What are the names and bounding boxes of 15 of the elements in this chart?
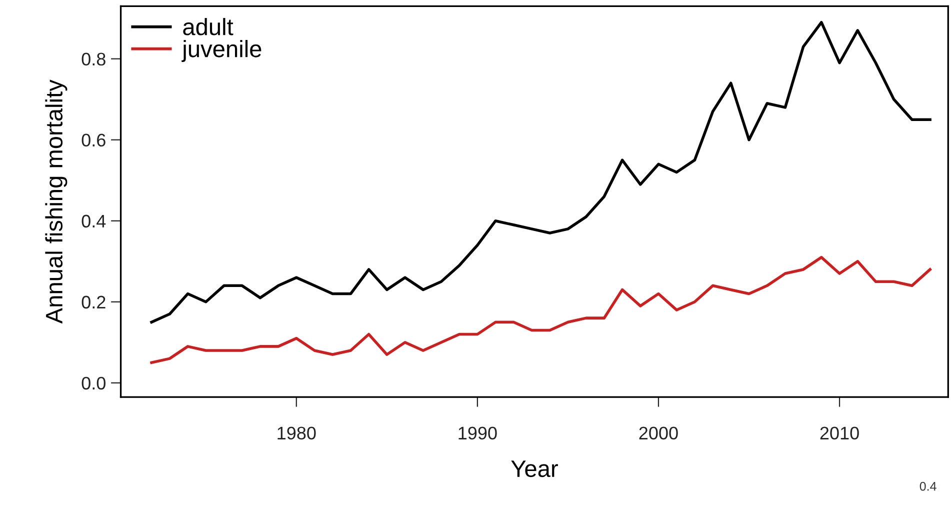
x-tick-label: 1990 [458, 426, 497, 440]
x-tick-label: 1980 [278, 426, 316, 440]
y-tick-label: 0.6 [82, 134, 106, 147]
legend-label: juvenile [182, 40, 262, 62]
y-tick-label: 0.8 [82, 52, 106, 66]
y-tick-label: 0.2 [82, 296, 106, 309]
y-tick-label: 0.4 [82, 214, 106, 228]
line-series [150, 256, 932, 364]
legend-label: adult [183, 18, 234, 36]
x-tick-label: 2000 [639, 426, 678, 440]
x-axis-title: Year [511, 460, 558, 478]
text: 0.4 [920, 482, 936, 491]
y-tick-label: 0.0 [82, 376, 106, 390]
x-tick-label: 2010 [820, 426, 859, 440]
y-axis-title: Annual fishing mortality [45, 80, 68, 324]
